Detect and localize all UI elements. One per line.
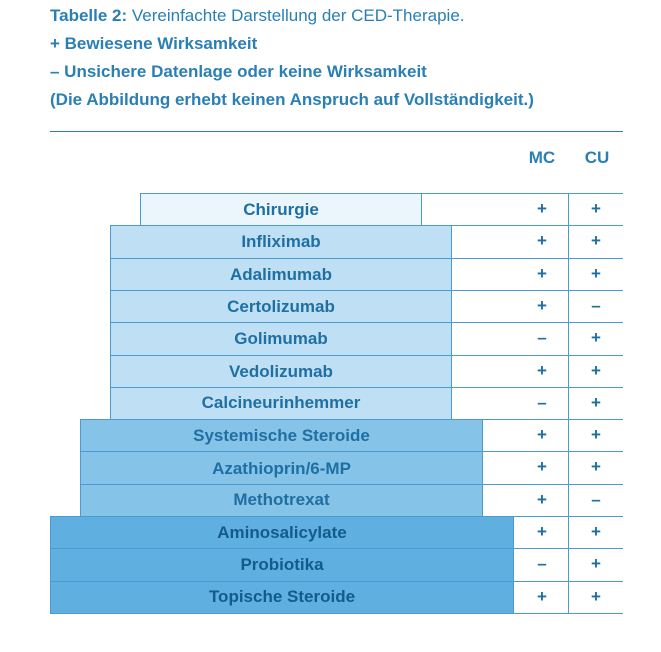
mc-efficacy-mark: +: [537, 360, 547, 380]
caption-disclaimer: (Die Abbildung erhebt keinen Anspruch au…: [50, 90, 534, 109]
therapy-row: Methotrexat: [80, 483, 483, 517]
caption-divider: [50, 131, 623, 132]
therapy-label: Methotrexat: [233, 490, 330, 510]
mc-efficacy-mark: +: [537, 199, 547, 218]
therapy-label: Vedolizumab: [229, 361, 333, 381]
legend-minus: – Unsichere Datenlage oder keine Wirksam…: [50, 62, 427, 81]
mc-efficacy-mark: –: [537, 328, 547, 348]
therapy-row: Certolizumab: [110, 289, 452, 324]
therapy-row: Vedolizumab: [110, 354, 452, 388]
column-separator: [568, 193, 569, 613]
therapy-label: Calcineurinhemmer: [201, 393, 361, 413]
cu-efficacy-mark: +: [591, 231, 601, 251]
therapy-label: Adalimumab: [229, 264, 333, 284]
therapy-row: Adalimumab: [110, 257, 452, 291]
therapy-label: Topische Steroide: [208, 587, 356, 607]
therapy-row: Chirurgie: [140, 193, 422, 227]
mc-efficacy-mark: –: [537, 554, 547, 574]
cu-efficacy-mark: –: [591, 295, 601, 315]
therapy-row: Probiotika: [50, 548, 514, 582]
caption-title: Tabelle 2: Vereinfachte Darstellung der …: [50, 2, 650, 30]
mc-efficacy-mark: +: [537, 425, 547, 445]
cu-efficacy-mark: +: [591, 586, 601, 606]
therapy-row: Azathioprin/6-MP: [80, 451, 483, 485]
cu-efficacy-mark: +: [591, 328, 601, 348]
mc-efficacy-mark: +: [537, 522, 547, 541]
row-divider: [483, 451, 623, 453]
legend-plus: + Bewiesene Wirksamkeit: [50, 34, 258, 53]
therapy-row: Infliximab: [110, 225, 452, 259]
cu-efficacy-mark: +: [591, 457, 601, 477]
row-divider: [452, 386, 623, 388]
cu-efficacy-mark: +: [591, 425, 601, 445]
cu-efficacy-mark: +: [591, 554, 601, 574]
mc-efficacy-mark: +: [537, 457, 547, 477]
mc-efficacy-mark: +: [537, 586, 547, 606]
row-divider: [452, 322, 623, 324]
column-header-mc: MC: [528, 148, 556, 167]
therapy-label: Certolizumab: [227, 297, 335, 317]
row-divider: [422, 193, 623, 194]
therapy-row: Calcineurinhemmer: [110, 386, 452, 421]
cu-efficacy-mark: –: [591, 489, 601, 509]
mc-efficacy-mark: +: [537, 295, 547, 315]
therapy-label: Infliximab: [241, 232, 321, 252]
mc-efficacy-mark: –: [537, 392, 547, 412]
therapy-label: Systemische Steroide: [193, 426, 370, 446]
therapy-row: Golimumab: [110, 322, 452, 356]
mc-efficacy-mark: +: [537, 489, 547, 509]
therapy-row: Topische Steroide: [50, 580, 514, 614]
cu-efficacy-mark: +: [591, 199, 601, 218]
caption-title-label: Tabelle 2:: [50, 6, 128, 25]
therapy-label: Chirurgie: [243, 199, 319, 219]
row-divider: [452, 225, 623, 227]
caption-title-text: Vereinfachte Darstellung der CED-Therapi…: [127, 6, 465, 25]
mc-efficacy-mark: +: [537, 231, 547, 251]
cu-efficacy-mark: +: [591, 360, 601, 380]
row-divider: [452, 354, 623, 356]
therapy-label: Azathioprin/6-MP: [212, 458, 351, 478]
therapy-row: Systemische Steroide: [80, 419, 483, 453]
table-bottom-line: [514, 612, 623, 614]
row-divider: [483, 419, 623, 421]
row-divider: [452, 257, 623, 259]
therapy-label: Aminosalicylate: [217, 523, 347, 543]
cu-efficacy-mark: +: [591, 392, 601, 412]
cu-efficacy-mark: +: [591, 263, 601, 283]
cu-efficacy-mark: +: [591, 522, 601, 541]
column-header-cu: CU: [584, 148, 610, 167]
row-divider: [483, 483, 623, 485]
table-caption: Tabelle 2: Vereinfachte Darstellung der …: [50, 2, 650, 114]
therapy-label: Golimumab: [234, 329, 328, 349]
mc-efficacy-mark: +: [537, 263, 547, 283]
therapy-row: Aminosalicylate: [50, 516, 514, 550]
therapy-label: Probiotika: [240, 555, 324, 575]
row-divider: [452, 289, 623, 291]
